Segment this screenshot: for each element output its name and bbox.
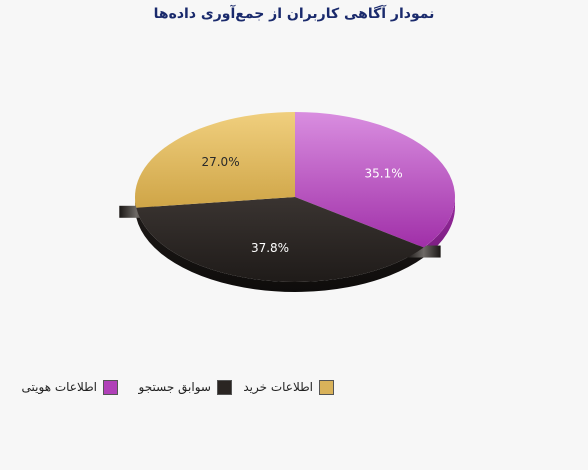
legend-item-search-history: سوابق جستجو [139, 376, 232, 398]
pie-top-layer [134, 112, 455, 282]
legend-label-search-history: سوابق جستجو [138, 380, 211, 394]
legend-item-identity: اطلاعات هویتی [22, 376, 118, 398]
pie-slice-search-history [136, 197, 424, 282]
chart-title: نمودار آگاهی کاربران از جمع‌آوری داده‌ها [153, 6, 435, 22]
pie-side-search-history [136, 207, 424, 293]
pie-label-search-history: 37.8% [251, 241, 289, 255]
legend-swatch-identity [103, 379, 118, 395]
legend-swatch-purchase [319, 379, 334, 395]
pie-label-purchase: 27.0% [201, 155, 239, 169]
legend-label-purchase: اطلاعات خرید [243, 380, 313, 394]
legend: اطلاعات هویتی سوابق جستجو اطلاعات خرید [18, 376, 348, 398]
pie-label-identity: 35.1% [365, 166, 403, 180]
legend-swatch-search-history [217, 379, 232, 395]
pie-side-identity [423, 197, 455, 258]
pie-slice-identity [295, 112, 455, 248]
pie-slice-purchase [134, 112, 295, 208]
pie-label-layer: 35.1% 37.8% 27.0% [201, 155, 402, 255]
legend-item-purchase: اطلاعات خرید [243, 376, 334, 398]
legend-label-identity: اطلاعات هویتی [21, 380, 97, 394]
